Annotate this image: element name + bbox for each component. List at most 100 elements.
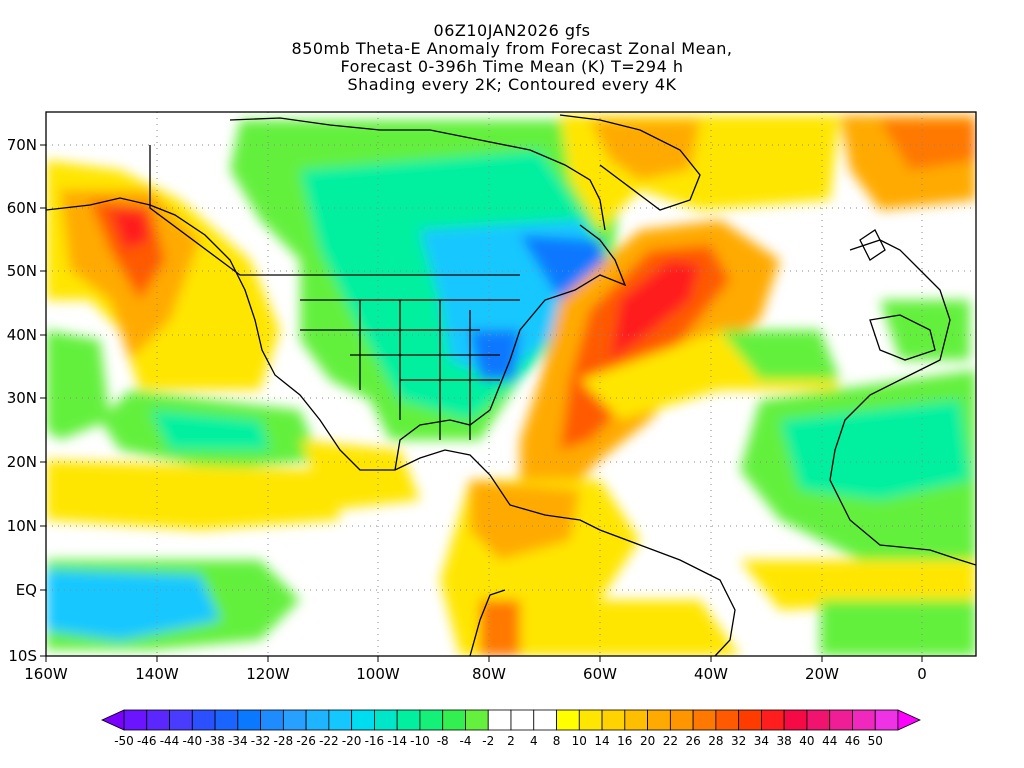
colorbar-arrow-left [101, 709, 125, 731]
colorbar-label: -14 [387, 734, 407, 748]
colorbar-swatch [374, 709, 398, 731]
colorbar-label: 40 [799, 734, 814, 748]
lat-label-eq: EQ [16, 581, 37, 599]
colorbar-swatch [328, 709, 353, 731]
lat-labels: 70N 60N 50N 40N 30N 20N 10N EQ 10S [7, 136, 37, 665]
colorbar-label: -50 [114, 734, 134, 748]
lon-label-60w: 60W [583, 665, 617, 683]
colorbar-label: 14 [594, 734, 609, 748]
colorbar-swatch [123, 709, 148, 731]
lat-label-50n: 50N [7, 262, 37, 280]
colorbar-swatch [601, 709, 626, 731]
colorbar-label: 8 [553, 734, 561, 748]
map-border [45, 111, 977, 657]
colorbar-swatch [442, 709, 466, 731]
colorbar-arrow-right [897, 709, 921, 731]
colorbar-swatch [169, 709, 193, 731]
colorbar-label: 26 [685, 734, 700, 748]
colorbar-label: 16 [617, 734, 632, 748]
lat-label-10n: 10N [7, 517, 37, 535]
colorbar-swatch [647, 709, 671, 731]
colorbar-label: 22 [663, 734, 678, 748]
colorbar-label: -32 [251, 734, 271, 748]
lon-label-140w: 140W [135, 665, 179, 683]
colorbar-label: 32 [731, 734, 746, 748]
lon-label-120w: 120W [246, 665, 290, 683]
colorbar-swatch [305, 709, 330, 731]
lat-label-10s: 10S [8, 647, 37, 665]
colorbar-label: -10 [410, 734, 430, 748]
lon-tick-marks [45, 656, 923, 662]
colorbar: -50 -46 -44 -40 -38 -34 -32 -28 -26 -22 -20 -16 -14-… [101, 709, 921, 748]
lat-label-70n: 70N [7, 136, 37, 154]
chart-titles: 06Z10JAN2026 gfs 850mb Theta-E Anomaly f… [0, 22, 1024, 94]
colorbar-swatch [715, 709, 740, 731]
colorbar-swatch [624, 709, 648, 731]
colorbar-swatch [237, 709, 261, 731]
colorbar-swatch [738, 709, 762, 731]
colorbar-swatch [465, 709, 489, 731]
colorbar-label: 10 [572, 734, 587, 748]
colorbar-swatch [214, 709, 239, 731]
colorbar-swatch [806, 709, 831, 731]
colorbar-label: 20 [640, 734, 655, 748]
lat-label-20n: 20N [7, 453, 37, 471]
lon-label-100w: 100W [356, 665, 400, 683]
colorbar-label: 38 [777, 734, 792, 748]
lat-label-60n: 60N [7, 199, 37, 217]
lat-label-30n: 30N [7, 389, 37, 407]
lon-label-160w: 160W [24, 665, 68, 683]
title-line-4: Shading every 2K; Contoured every 4K [347, 75, 677, 94]
colorbar-label: -44 [160, 734, 180, 748]
title-line-2: 850mb Theta-E Anomaly from Forecast Zona… [291, 39, 733, 58]
colorbar-label: -38 [205, 734, 225, 748]
colorbar-swatch [419, 709, 444, 731]
lon-label-20w: 20W [805, 665, 839, 683]
colorbar-swatch [533, 709, 557, 731]
title-line-3: Forecast 0-396h Time Mean (K) T=294 h [340, 57, 684, 76]
colorbar-swatch [487, 709, 512, 731]
colorbar-label: -2 [482, 734, 494, 748]
colorbar-swatch [282, 709, 307, 731]
lat-label-40n: 40N [7, 326, 37, 344]
colorbar-label: 44 [822, 734, 837, 748]
colorbar-swatch [578, 709, 603, 731]
colorbar-swatch [829, 709, 853, 731]
lon-label-80w: 80W [472, 665, 506, 683]
colorbar-label: -4 [459, 734, 471, 748]
colorbar-label: -40 [182, 734, 202, 748]
coastlines [46, 114, 976, 656]
colorbar-swatch [510, 709, 535, 731]
colorbar-label: -20 [342, 734, 362, 748]
colorbar-label: -8 [437, 734, 449, 748]
lat-tick-marks [40, 144, 46, 657]
colorbar-swatch [396, 709, 421, 731]
colorbar-label: 50 [868, 734, 883, 748]
colorbar-label: -46 [137, 734, 157, 748]
colorbar-swatch [874, 709, 899, 731]
colorbar-swatch [669, 709, 694, 731]
colorbar-swatch [852, 709, 876, 731]
colorbar-swatch [146, 709, 170, 731]
title-line-1: 06Z10JAN2026 gfs [433, 21, 591, 40]
colorbar-label: 34 [754, 734, 769, 748]
lon-label-40w: 40W [694, 665, 728, 683]
colorbar-swatch [191, 709, 216, 731]
colorbar-swatch [556, 709, 580, 731]
colorbar-label: -26 [296, 734, 316, 748]
colorbar-swatch [351, 709, 375, 731]
colorbar-label: -28 [274, 734, 294, 748]
colorbar-label: 28 [708, 734, 723, 748]
lon-labels: 160W 140W 120W 100W 80W 60W 40W 20W 0 [24, 665, 927, 683]
colorbar-label: 4 [530, 734, 538, 748]
colorbar-label: -34 [228, 734, 248, 748]
colorbar-swatch [783, 709, 808, 731]
colorbar-swatch [692, 709, 717, 731]
colorbar-swatch [761, 709, 785, 731]
shading-layer [46, 112, 976, 656]
lon-label-0: 0 [917, 665, 927, 683]
colorbar-label: -16 [365, 734, 385, 748]
colorbar-swatch [260, 709, 284, 731]
colorbar-label: 46 [845, 734, 860, 748]
